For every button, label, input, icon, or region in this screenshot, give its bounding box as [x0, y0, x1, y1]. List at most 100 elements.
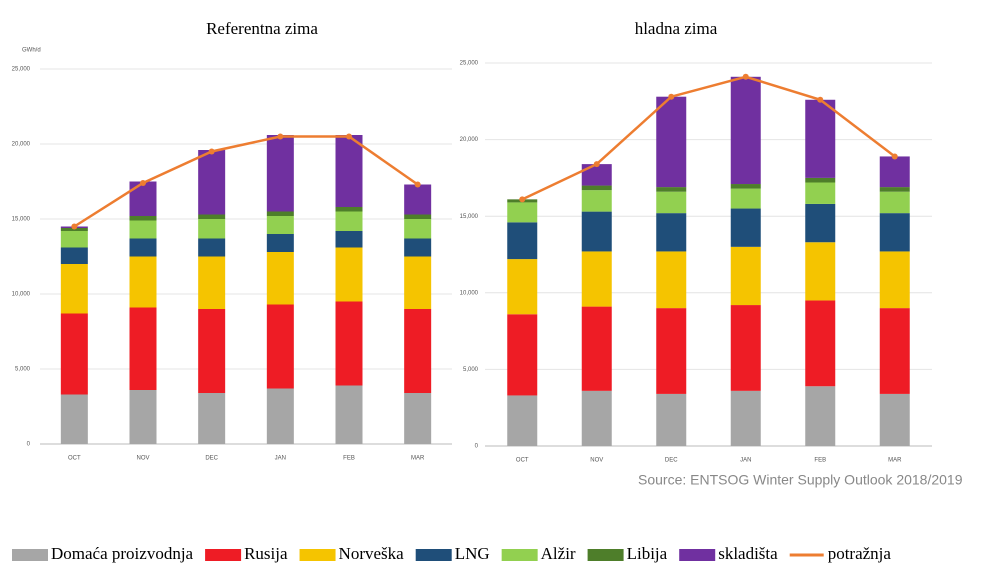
bar-segment: [730, 305, 761, 391]
bar-segment: [335, 301, 363, 386]
bar-segment: [60, 228, 88, 231]
bar-segment: [879, 187, 910, 192]
demand-point: [817, 96, 824, 103]
bar-segment: [60, 313, 88, 395]
bar-segment: [656, 251, 687, 309]
bar-segment: [507, 222, 538, 260]
legend-swatch: [12, 549, 48, 561]
bar-segment: [879, 213, 910, 252]
x-tick-label: JAN: [740, 458, 751, 464]
x-tick-label: JAN: [275, 456, 286, 462]
demand-point: [277, 133, 284, 140]
bar-segment: [581, 306, 612, 391]
bar-segment: [805, 99, 836, 178]
bar-segment: [335, 207, 363, 212]
y-tick-label: 25,000: [12, 67, 31, 73]
demand-point: [414, 181, 421, 188]
x-tick-label: NOV: [136, 456, 149, 462]
bar-segment: [581, 390, 612, 446]
chart-title: hladna zima: [635, 19, 718, 38]
bar-segment: [266, 252, 294, 305]
demand-point: [140, 180, 146, 186]
y-tick-label: 20,000: [12, 142, 31, 148]
bar-segment: [805, 242, 836, 301]
demand-point: [519, 196, 526, 203]
bar-segment: [335, 135, 363, 207]
y-tick-label: 10,000: [460, 290, 479, 296]
x-tick-label: OCT: [516, 458, 529, 464]
bar-segment: [730, 188, 761, 209]
bar-segment: [805, 182, 836, 204]
y-tick-label: 5,000: [15, 367, 31, 373]
bar-segment: [129, 181, 157, 216]
bar-segment: [198, 238, 226, 257]
bar-segment: [581, 251, 612, 307]
bar-segment: [879, 156, 910, 188]
bar-segment: [581, 190, 612, 212]
demand-line: [73, 135, 419, 228]
bar-segment: [404, 256, 432, 309]
legend-swatch: [299, 549, 336, 561]
bar-segment: [60, 264, 88, 314]
y-axis-label: GWh/d: [22, 48, 41, 54]
bar-segment: [266, 216, 294, 234]
legend-swatch: [587, 549, 624, 561]
x-tick-label: FEB: [814, 458, 826, 464]
x-tick-label: MAR: [411, 456, 425, 462]
bar-segment: [198, 214, 226, 219]
bar-segment: [507, 259, 538, 315]
bar-segment: [60, 394, 88, 444]
bar-segment: [266, 135, 294, 212]
bar-segment: [129, 238, 157, 257]
x-tick-label: DEC: [205, 456, 218, 462]
legend-label: Norveška: [339, 544, 405, 563]
bar-segment: [656, 96, 687, 188]
demand-point: [891, 153, 898, 160]
bar-segment: [656, 213, 687, 252]
legend-label: potražnja: [828, 544, 892, 563]
bar-segment: [507, 202, 538, 223]
bar-segment: [656, 191, 687, 214]
bar-segment: [266, 211, 294, 216]
bar-segment: [335, 385, 363, 444]
bar-segment: [266, 234, 294, 252]
bar-segment: [730, 184, 761, 189]
x-tick-label: DEC: [665, 458, 678, 464]
bar-segment: [507, 314, 538, 396]
legend-swatch: [205, 549, 242, 561]
bar-segment: [198, 309, 226, 393]
bar-segment: [879, 191, 910, 214]
bar-segment: [266, 304, 294, 389]
legend-label: Domaća proizvodnja: [51, 544, 194, 563]
bar-segment: [129, 390, 157, 444]
bar-segment: [805, 386, 836, 446]
y-tick-label: 15,000: [12, 217, 31, 223]
legend-label: Alžir: [541, 544, 576, 563]
bar-segment: [730, 390, 761, 446]
bar-segment: [60, 247, 88, 264]
demand-line: [521, 75, 896, 201]
bar-segment: [730, 208, 761, 247]
bar-segment: [404, 214, 432, 219]
x-tick-label: FEB: [343, 456, 355, 462]
demand-point: [346, 133, 352, 140]
bar-segment: [266, 388, 294, 444]
bar-segment: [404, 184, 432, 215]
bar-segment: [404, 219, 432, 239]
legend-swatch: [415, 549, 452, 561]
y-tick-label: 20,000: [460, 137, 479, 143]
bar-segment: [198, 393, 226, 444]
legend-swatch: [501, 549, 538, 561]
bar-segment: [129, 307, 157, 390]
bar-segment: [404, 393, 432, 444]
bar-segment: [129, 216, 157, 221]
bar-segment: [879, 308, 910, 394]
x-tick-label: NOV: [590, 458, 603, 464]
bar-segment: [879, 251, 910, 309]
bar-segment: [656, 187, 687, 192]
bar-segment: [805, 300, 836, 387]
bar-segment: [581, 164, 612, 186]
bar-segment: [129, 256, 157, 308]
bar-segment: [129, 220, 157, 239]
